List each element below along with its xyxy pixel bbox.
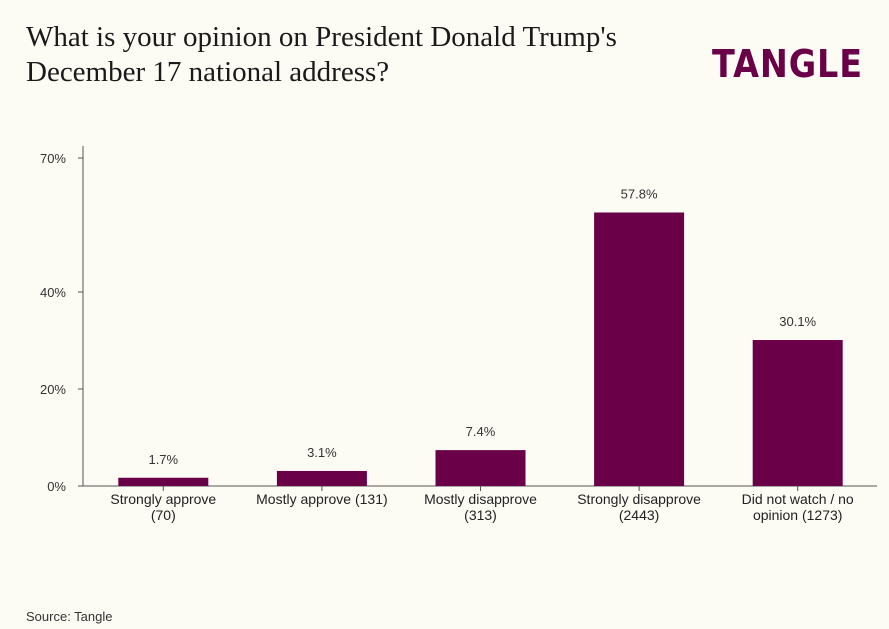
y-tick-label: 70% xyxy=(40,151,66,166)
data-label: 57.8% xyxy=(621,186,658,201)
category-label: (2443) xyxy=(619,507,659,523)
chart-title: What is your opinion on President Donald… xyxy=(26,20,686,90)
y-tick-label: 20% xyxy=(40,382,66,397)
chart-title-line-2: December 17 national address? xyxy=(26,56,390,88)
y-tick-label: 0% xyxy=(47,479,66,494)
y-tick-label: 40% xyxy=(40,285,66,300)
data-label: 1.7% xyxy=(148,452,178,467)
category-label: Did not watch / no xyxy=(742,491,854,507)
category-label: Mostly approve (131) xyxy=(256,491,388,507)
tangle-logo: TANGLE xyxy=(712,42,863,86)
source-note: Source: Tangle xyxy=(26,609,113,624)
bar xyxy=(276,470,367,486)
axis-layer: 0% 20% 40% 70% xyxy=(40,146,877,494)
category-label: (313) xyxy=(464,507,497,523)
bar-layer xyxy=(118,212,843,486)
label-layer: 1.7% Strongly approve(70) 3.1% Mostly appro… xyxy=(110,186,854,523)
bar xyxy=(594,212,685,486)
data-label: 3.1% xyxy=(307,445,337,460)
category-label: Mostly disapprove xyxy=(424,491,537,507)
data-label: 7.4% xyxy=(466,424,496,439)
data-label: 30.1% xyxy=(779,314,816,329)
category-label: (70) xyxy=(151,507,176,523)
category-label: opinion (1273) xyxy=(753,507,843,523)
bar xyxy=(435,450,526,486)
chart-title-line-1: What is your opinion on President Donald… xyxy=(26,21,617,53)
bar xyxy=(118,477,209,486)
category-label: Strongly approve xyxy=(110,491,216,507)
bar xyxy=(752,340,843,486)
category-label: Strongly disapprove xyxy=(577,491,701,507)
